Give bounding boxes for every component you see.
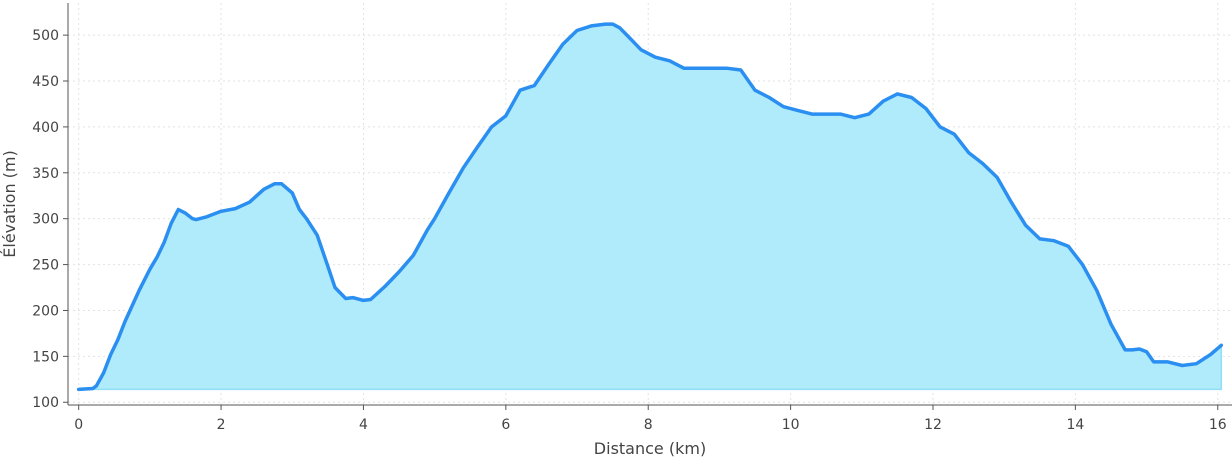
y-tick-label: 250	[32, 258, 59, 274]
y-axis-ticks: 100 150 200 250 300 350 400 450 500	[32, 28, 68, 411]
x-tick-label: 4	[359, 417, 368, 433]
axes	[67, 3, 1232, 406]
y-tick-label: 150	[32, 349, 59, 365]
x-tick-label: 2	[217, 417, 226, 433]
y-tick-label: 500	[32, 28, 59, 44]
elevation-line	[76, 22, 1224, 392]
x-tick-label: 10	[782, 417, 800, 433]
x-tick-label: 6	[501, 417, 510, 433]
x-tick-label: 16	[1209, 417, 1227, 433]
area-fill-layer	[78, 23, 1223, 391]
y-tick-label: 300	[32, 212, 59, 228]
y-tick-label: 400	[32, 120, 59, 136]
x-axis-ticks: 0 2 4 6 8 10 12 14 16	[74, 405, 1227, 433]
series-line-layer	[76, 22, 1224, 392]
y-tick-label: 200	[32, 303, 59, 319]
y-tick-label: 450	[32, 74, 59, 90]
y-tick-label: 350	[32, 166, 59, 182]
x-tick-label: 14	[1066, 417, 1084, 433]
x-tick-label: 8	[644, 417, 653, 433]
y-tick-label: 100	[32, 395, 59, 411]
elevation-area-fill	[78, 23, 1223, 391]
y-axis-title: Élévation (m)	[0, 150, 19, 257]
x-axis-title: Distance (km)	[594, 439, 706, 458]
x-tick-label: 12	[924, 417, 942, 433]
x-tick-label: 0	[74, 417, 83, 433]
